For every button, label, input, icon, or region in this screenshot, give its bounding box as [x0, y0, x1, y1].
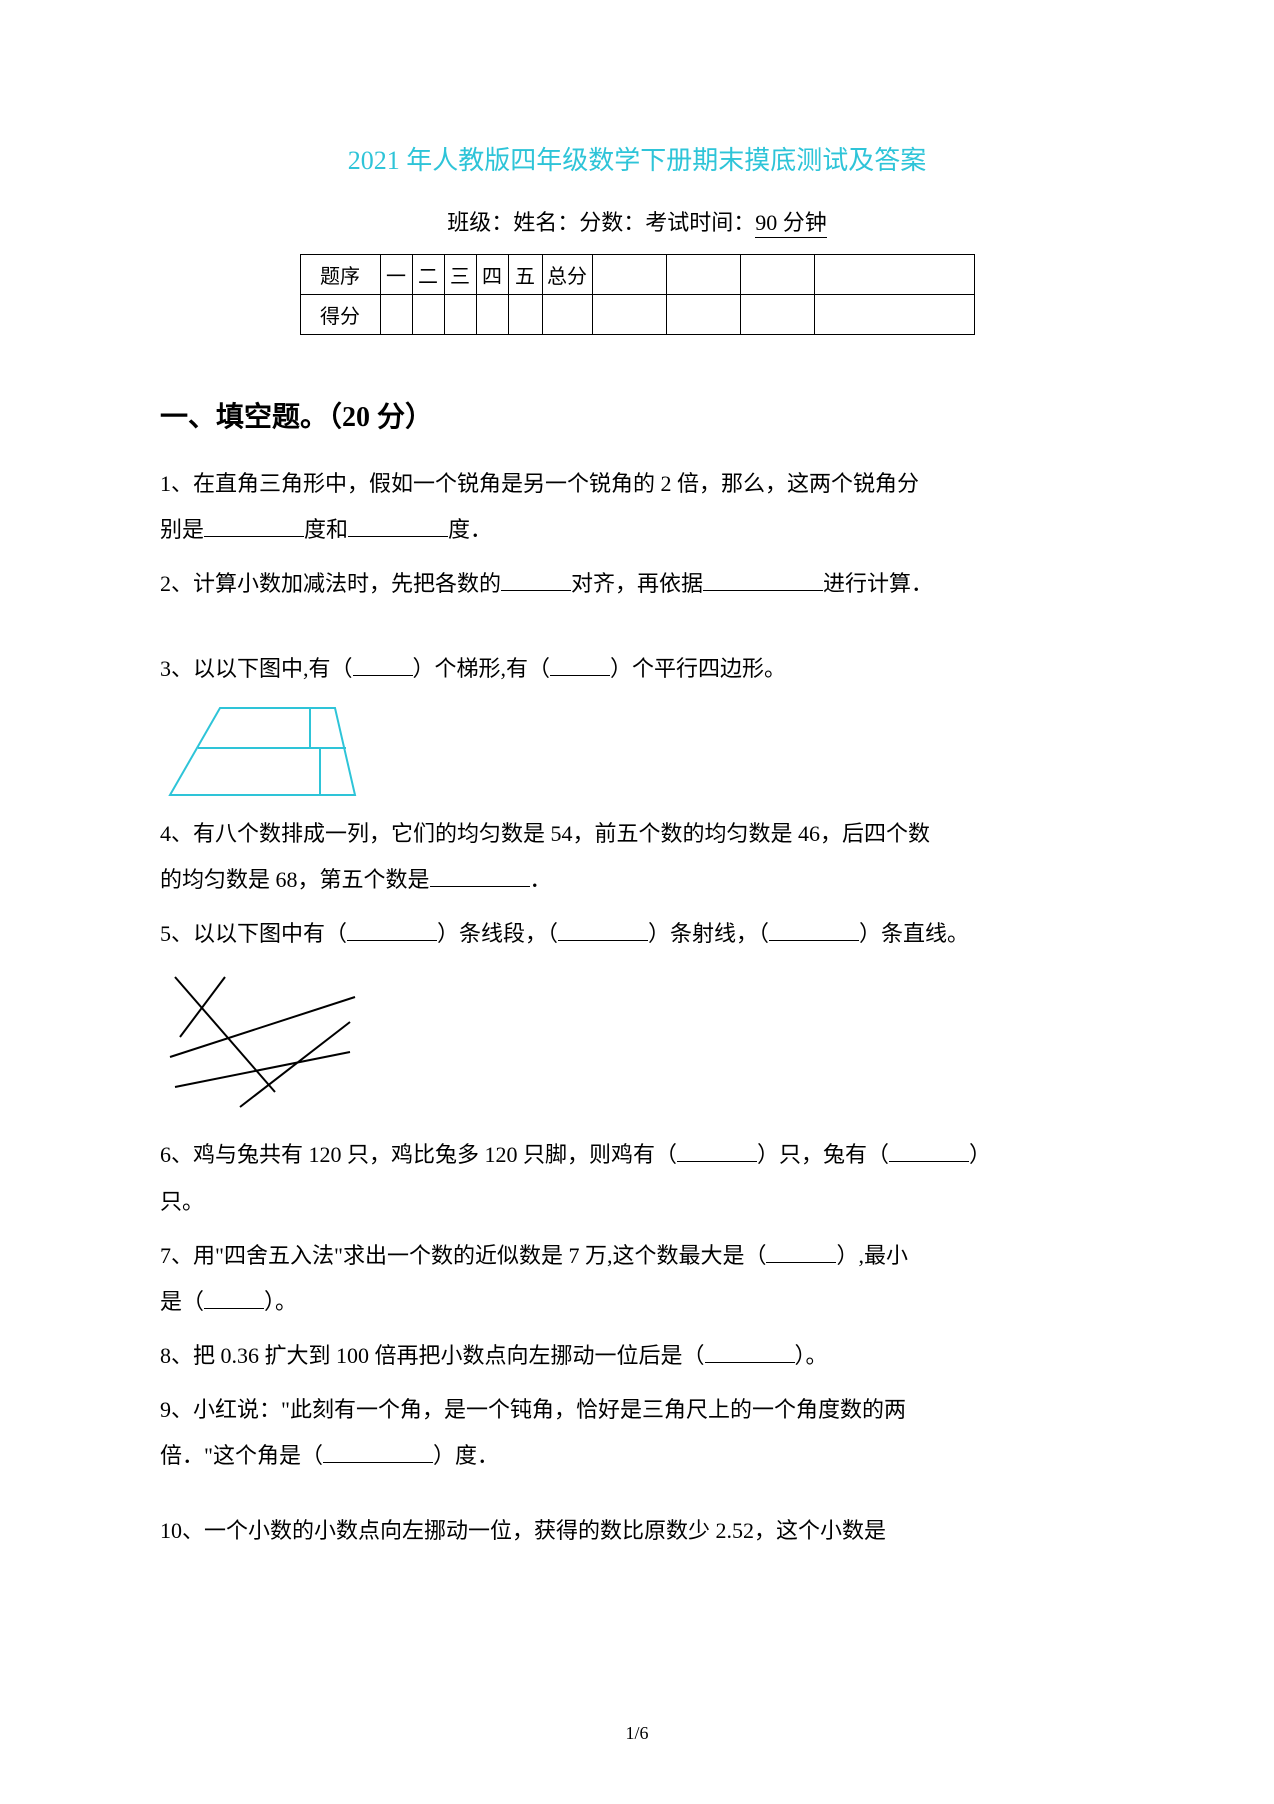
empty-cell: [412, 295, 444, 335]
q5-d: ）条直线。: [859, 921, 969, 946]
empty-cell: [814, 255, 974, 295]
q5-b: ）条线段，（: [437, 921, 558, 946]
blank: [703, 567, 823, 591]
empty-cell: [814, 295, 974, 335]
q3-b: ）个梯形,有（: [413, 656, 551, 681]
col-header: 三: [444, 255, 476, 295]
lines-svg: [160, 967, 360, 1117]
empty-cell: [666, 295, 740, 335]
q9-b-post: ）度．: [433, 1443, 499, 1468]
q7-a: 7、用"四舍五入法"求出一个数的近似数是 7 万,这个数最大是（: [160, 1243, 766, 1268]
blank: [323, 1439, 433, 1463]
question-4: 4、有八个数排成一列，它们的均匀数是 54，前五个数的均匀数是 46，后四个数 …: [160, 811, 1114, 903]
q1-mid: 度和: [304, 517, 348, 542]
question-2: 2、计算小数加减法时，先把各数的 对齐，再依据 进行计算．: [160, 561, 1114, 607]
empty-cell: [380, 295, 412, 335]
q10-text: 10、一个小数的小数点向左挪动一位，获得的数比原数少 2.52，这个小数是: [160, 1518, 886, 1543]
q3-a: 3、以以下图中,有（: [160, 656, 353, 681]
col-header: 四: [476, 255, 508, 295]
question-7: 7、用"四舍五入法"求出一个数的近似数是 7 万,这个数最大是（ ）,最小 是（ ）…: [160, 1233, 1114, 1325]
blank: [677, 1138, 757, 1162]
empty-cell: [542, 295, 592, 335]
question-3: 3、以以下图中,有（ ）个梯形,有（ ）个平行四边形。: [160, 646, 1114, 692]
col-header: 总分: [542, 255, 592, 295]
class-label: 班级：: [447, 210, 513, 235]
q9-a: 9、小红说："此刻有一个角，是一个钝角，恰好是三角尺上的一个角度数的两: [160, 1397, 906, 1422]
blank: [348, 513, 448, 537]
col-header: 二: [412, 255, 444, 295]
table-row: 得分: [300, 295, 974, 335]
col-header: 一: [380, 255, 412, 295]
blank: [430, 863, 530, 887]
row-label: 得分: [300, 295, 380, 335]
q7-c-pre: 是（: [160, 1289, 204, 1314]
page-number: 1/6: [0, 1723, 1274, 1744]
exam-header: 班级：姓名：分数：考试时间：90 分钟: [160, 205, 1114, 238]
score-label: 分数：: [579, 210, 645, 235]
q1-post: 度．: [448, 517, 492, 542]
q2-c: 进行计算．: [823, 571, 933, 596]
question-10: 10、一个小数的小数点向左挪动一位，获得的数比原数少 2.52，这个小数是: [160, 1508, 1114, 1554]
table-row: 题序 一 二 三 四 五 总分: [300, 255, 974, 295]
blank: [550, 651, 610, 675]
col-header: 五: [508, 255, 542, 295]
empty-cell: [592, 255, 666, 295]
question-5: 5、以以下图中有（ ）条线段，（ ）条射线，（ ）条直线。: [160, 911, 1114, 957]
blank: [204, 1285, 264, 1309]
blank: [889, 1138, 969, 1162]
blank: [766, 1239, 836, 1263]
q3-c: ）个平行四边形。: [610, 656, 786, 681]
empty-cell: [444, 295, 476, 335]
q2-a: 2、计算小数加减法时，先把各数的: [160, 571, 501, 596]
empty-cell: [740, 295, 814, 335]
q4-a: 4、有八个数排成一列，它们的均匀数是 54，前五个数的均匀数是 46，后四个数: [160, 821, 930, 846]
empty-cell: [666, 255, 740, 295]
question-6: 6、鸡与兔共有 120 只，鸡比兔多 120 只脚，则鸡有（ ）只，兔有（ ） 只。: [160, 1132, 1114, 1224]
blank: [558, 917, 648, 941]
blank: [353, 651, 413, 675]
q6-d: 只。: [160, 1189, 204, 1214]
col-header: 题序: [300, 255, 380, 295]
q5-a: 5、以以下图中有（: [160, 921, 347, 946]
empty-cell: [592, 295, 666, 335]
q7-c-post: ）。: [264, 1289, 297, 1314]
time-value: 90 分钟: [755, 205, 827, 238]
question-1: 1、在直角三角形中，假如一个锐角是另一个锐角的 2 倍，那么，这两个锐角分 别是…: [160, 461, 1114, 553]
q4-b-pre: 的均匀数是 68，第五个数是: [160, 867, 430, 892]
blank: [769, 917, 859, 941]
q8-b: ）。: [795, 1343, 828, 1368]
empty-cell: [740, 255, 814, 295]
q6-b: ）只，兔有（: [757, 1142, 889, 1167]
q6-a: 6、鸡与兔共有 120 只，鸡比兔多 120 只脚，则鸡有（: [160, 1142, 677, 1167]
q9-b-pre: 倍．"这个角是（: [160, 1443, 323, 1468]
empty-cell: [476, 295, 508, 335]
trapezoid-svg: [160, 700, 360, 800]
lines-figure: [160, 967, 1114, 1122]
exam-title: 2021 年人教版四年级数学下册期末摸底测试及答案: [160, 140, 1114, 177]
q5-c: ）条射线，（: [648, 921, 769, 946]
q1-pre: 别是: [160, 517, 204, 542]
q7-b: ）,最小: [836, 1243, 908, 1268]
question-8: 8、把 0.36 扩大到 100 倍再把小数点向左挪动一位后是（ ）。: [160, 1333, 1114, 1379]
time-label: 考试时间：: [645, 210, 755, 235]
q2-b: 对齐，再依据: [571, 571, 703, 596]
blank: [501, 567, 571, 591]
empty-cell: [508, 295, 542, 335]
blank: [347, 917, 437, 941]
blank: [705, 1339, 795, 1363]
question-9: 9、小红说："此刻有一个角，是一个钝角，恰好是三角尺上的一个角度数的两 倍．"这…: [160, 1387, 1114, 1479]
section-heading: 一、填空题。（20 分）: [160, 395, 1114, 435]
name-label: 姓名：: [513, 210, 579, 235]
blank: [204, 513, 304, 537]
q8-a: 8、把 0.36 扩大到 100 倍再把小数点向左挪动一位后是（: [160, 1343, 705, 1368]
score-table: 题序 一 二 三 四 五 总分 得分: [300, 254, 975, 335]
trapezoid-figure: [160, 700, 1114, 805]
q4-b-post: ．: [530, 867, 552, 892]
q6-c: ）: [969, 1142, 991, 1167]
q1-line1: 1、在直角三角形中，假如一个锐角是另一个锐角的 2 倍，那么，这两个锐角分: [160, 471, 919, 496]
